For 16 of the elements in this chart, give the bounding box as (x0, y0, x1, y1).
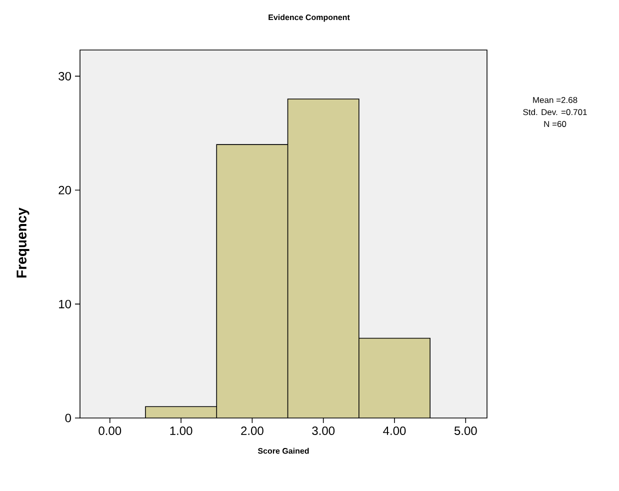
chart-title: Evidence Component (268, 14, 350, 22)
x-tick-label: 1.00 (170, 426, 192, 436)
x-tick-label: 0.00 (98, 426, 122, 436)
y-tick-label: 10 (59, 300, 72, 308)
x-tick-label: 5.00 (454, 426, 477, 436)
text: Mean =2.68 (533, 96, 578, 103)
x-tick-label: 4.00 (383, 426, 406, 436)
text: N =60 (544, 120, 566, 127)
y-tick-label: 30 (58, 72, 72, 80)
text: Std. Dev. =0.701 (523, 108, 587, 116)
x-axis-title: Score Gained (258, 448, 309, 454)
y-axis-title: Frequency (16, 208, 30, 278)
y-tick-label: 0 (65, 414, 72, 422)
x-tick-label: 3.00 (312, 426, 335, 436)
y-tick-label: 20 (58, 186, 72, 194)
x-tick-label: 2.00 (241, 426, 264, 436)
